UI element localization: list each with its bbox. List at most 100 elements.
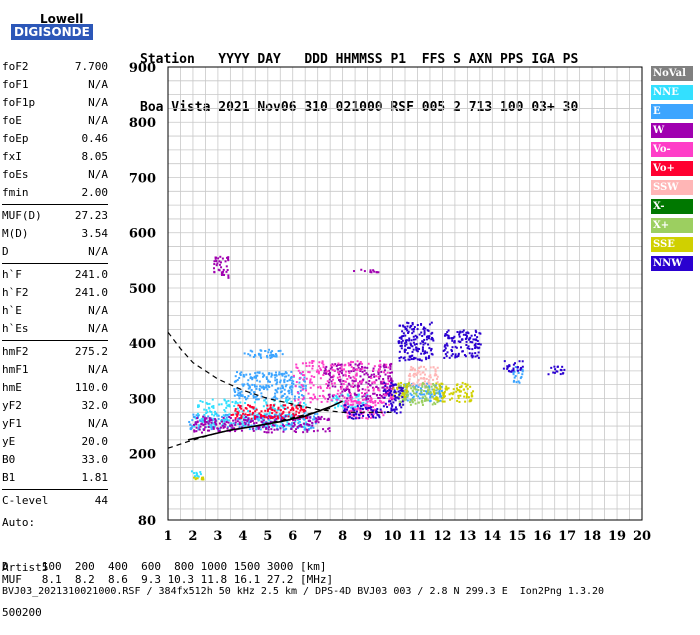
echo-point-vo- — [341, 385, 344, 388]
echo-point-e — [274, 413, 277, 416]
echo-point-vo- — [378, 367, 381, 370]
echo-point-vo- — [374, 401, 377, 404]
echo-point-x- — [421, 403, 424, 406]
x-tick-label: 18 — [583, 529, 601, 544]
echo-point-e — [288, 386, 291, 389]
echo-point-nnw — [471, 348, 474, 351]
echo-point-w — [249, 421, 252, 424]
legend-item-w: W — [651, 123, 693, 138]
echo-point-nne — [241, 423, 244, 426]
echo-point-nne — [348, 404, 351, 407]
echo-point-sse — [443, 395, 446, 398]
echo-point-nne — [268, 411, 271, 414]
echo-point-w — [385, 392, 388, 395]
echo-point-e — [290, 370, 293, 373]
echo-point-x- — [421, 383, 424, 386]
echo-point-e — [270, 373, 273, 376]
echo-point-e — [260, 386, 263, 389]
echo-point-nnw — [401, 400, 404, 403]
echo-point-ssw — [423, 380, 426, 383]
echo-point-vo- — [312, 393, 315, 396]
echo-point-vo- — [366, 386, 369, 389]
echo-point-e — [287, 389, 290, 392]
echo-point-nne — [353, 406, 356, 409]
echo-point-nnw — [382, 405, 385, 408]
echo-point-w — [209, 418, 212, 421]
echo-point-nnw — [550, 366, 553, 369]
echo-point-ssw — [415, 374, 418, 377]
echo-point-ssw — [419, 373, 422, 376]
echo-point-nne — [340, 393, 343, 396]
echo-point-vo- — [275, 411, 278, 414]
echo-point-vo- — [349, 392, 352, 395]
echo-point-vo- — [343, 396, 346, 399]
echo-point-nnw — [471, 356, 474, 359]
echo-point-e — [292, 380, 295, 383]
echo-point-nnw — [376, 410, 379, 413]
echo-point-vo- — [328, 387, 331, 390]
echo-point-nne — [236, 402, 239, 405]
echo-point-nnw — [393, 398, 396, 401]
echo-point-nnw — [445, 342, 448, 345]
echo-point-w — [317, 416, 320, 419]
echo-point-w — [352, 385, 355, 388]
echo-point-e — [233, 389, 236, 392]
echo-point-nnw — [397, 340, 400, 343]
echo-point-w — [227, 276, 230, 279]
echo-point-w — [373, 375, 376, 378]
echo-point-ssw — [419, 377, 422, 380]
echo-point-ssw — [427, 379, 430, 382]
echo-point-vo- — [361, 367, 364, 370]
echo-point-vo- — [273, 409, 276, 412]
y-tick-label: 900 — [129, 61, 156, 76]
echo-point-vo- — [340, 387, 343, 390]
echo-point-sse — [435, 396, 438, 399]
echo-point-nnw — [521, 365, 524, 368]
echo-point-vo- — [345, 406, 348, 409]
echo-point-nnw — [443, 345, 446, 348]
echo-point-nne — [357, 393, 360, 396]
echo-point-vo- — [380, 410, 383, 413]
echo-point-w — [227, 256, 230, 259]
echo-point-w — [369, 375, 372, 378]
echo-point-nnw — [447, 335, 450, 338]
echo-point-nnw — [427, 355, 430, 358]
echo-point-vo- — [326, 380, 329, 383]
echo-point-nnw — [354, 417, 357, 420]
echo-point-vo- — [365, 403, 368, 406]
echo-point-vo- — [308, 371, 311, 374]
echo-point-w — [212, 427, 215, 430]
echo-point-nnw — [473, 344, 476, 347]
echo-point-vo- — [357, 406, 360, 409]
echo-point-nnw — [404, 334, 407, 337]
echo-point-w — [346, 385, 349, 388]
echo-point-x- — [398, 400, 401, 403]
echo-point-e — [283, 378, 286, 381]
echo-point-vo- — [370, 396, 373, 399]
echo-point-w — [390, 379, 393, 382]
echo-point-e — [267, 379, 270, 382]
echo-point-e — [233, 388, 236, 391]
echo-point-w — [334, 363, 337, 366]
echo-point-sse — [195, 477, 198, 480]
echo-point-vo- — [353, 407, 356, 410]
echo-point-w — [204, 423, 207, 426]
echo-point-nne — [288, 424, 291, 427]
echo-point-e — [281, 384, 284, 387]
echo-point-w — [367, 397, 370, 400]
echo-point-nnw — [391, 405, 394, 408]
echo-point-vo- — [289, 409, 292, 412]
echo-point-nnw — [423, 338, 426, 341]
param-value: 3.54 — [81, 227, 109, 240]
echo-point-vo- — [363, 394, 366, 397]
echo-point-vo- — [309, 378, 312, 381]
echo-point-nnw — [454, 345, 457, 348]
echo-point-nnw — [408, 358, 411, 361]
echo-point-e — [281, 394, 284, 397]
echo-point-vo- — [349, 403, 352, 406]
echo-point-w — [218, 429, 221, 432]
echo-point-nnw — [397, 390, 400, 393]
echo-point-vo- — [269, 417, 272, 420]
echo-point-nnw — [406, 325, 409, 328]
echo-point-e — [520, 375, 523, 378]
